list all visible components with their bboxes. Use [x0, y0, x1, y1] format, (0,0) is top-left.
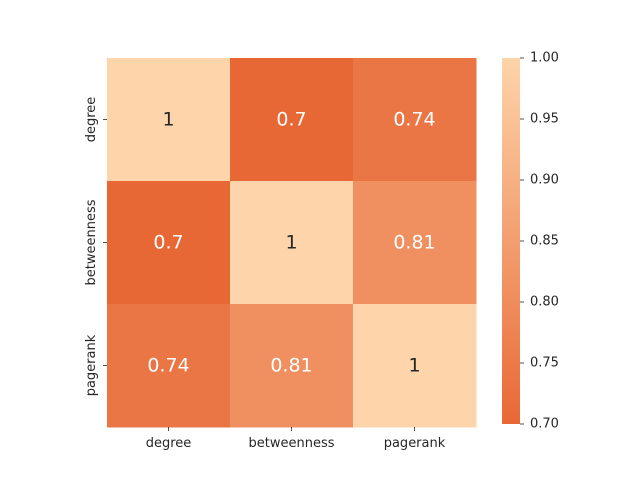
cell-value-label: 0.7 [276, 109, 306, 131]
cell-value-label: 1 [408, 355, 420, 377]
heatmap-cell-pagerank-degree [107, 304, 231, 428]
cell-value-label: 0.7 [153, 232, 183, 254]
heatmap-cells [107, 58, 477, 428]
cell-value-label: 1 [162, 109, 174, 131]
heatmap-cell-pagerank-betweenness [230, 304, 354, 428]
heatmap-cell-degree-betweenness [230, 58, 354, 182]
colorbar-ticks: 0.70 0.75 0.80 0.85 0.90 0.95 1.00 [520, 51, 559, 432]
y-tick-label: degree [84, 97, 99, 143]
heatmap-cell-labels: 1 0.7 0.74 0.7 1 0.81 0.74 0.81 1 [147, 109, 435, 377]
colorbar-tick-label: 0.90 [530, 173, 559, 188]
colorbar-tick-label: 0.75 [530, 356, 559, 371]
cell-value-label: 0.74 [147, 355, 189, 377]
cell-value-label: 0.81 [270, 355, 312, 377]
colorbar [502, 58, 520, 424]
cell-value-label: 0.81 [393, 232, 435, 254]
heatmap-cell-betweenness-pagerank [353, 181, 477, 305]
x-tick-label: betweenness [249, 436, 335, 451]
colorbar-tick-label: 0.70 [530, 417, 559, 432]
x-tick-label: pagerank [384, 436, 446, 451]
y-tick-label: betweenness [84, 199, 99, 285]
colorbar-tick-label: 1.00 [530, 51, 559, 66]
x-tick-label: degree [146, 436, 192, 451]
cell-value-label: 0.74 [393, 109, 435, 131]
heatmap-cell-pagerank-pagerank [353, 304, 477, 428]
y-tick-label: pagerank [84, 334, 99, 396]
colorbar-tick-label: 0.80 [530, 295, 559, 310]
heatmap-cell-degree-pagerank [353, 58, 477, 182]
heatmap-cell-betweenness-betweenness [230, 181, 354, 305]
colorbar-tick-label: 0.85 [530, 234, 559, 249]
heatmap-cell-degree-degree [107, 58, 231, 182]
y-axis-ticks: degree betweenness pagerank [84, 97, 107, 396]
heatmap-cell-betweenness-degree [107, 181, 231, 305]
colorbar-tick-label: 0.95 [530, 112, 559, 127]
x-axis-ticks: degree betweenness pagerank [146, 427, 446, 451]
cell-value-label: 1 [285, 232, 297, 254]
